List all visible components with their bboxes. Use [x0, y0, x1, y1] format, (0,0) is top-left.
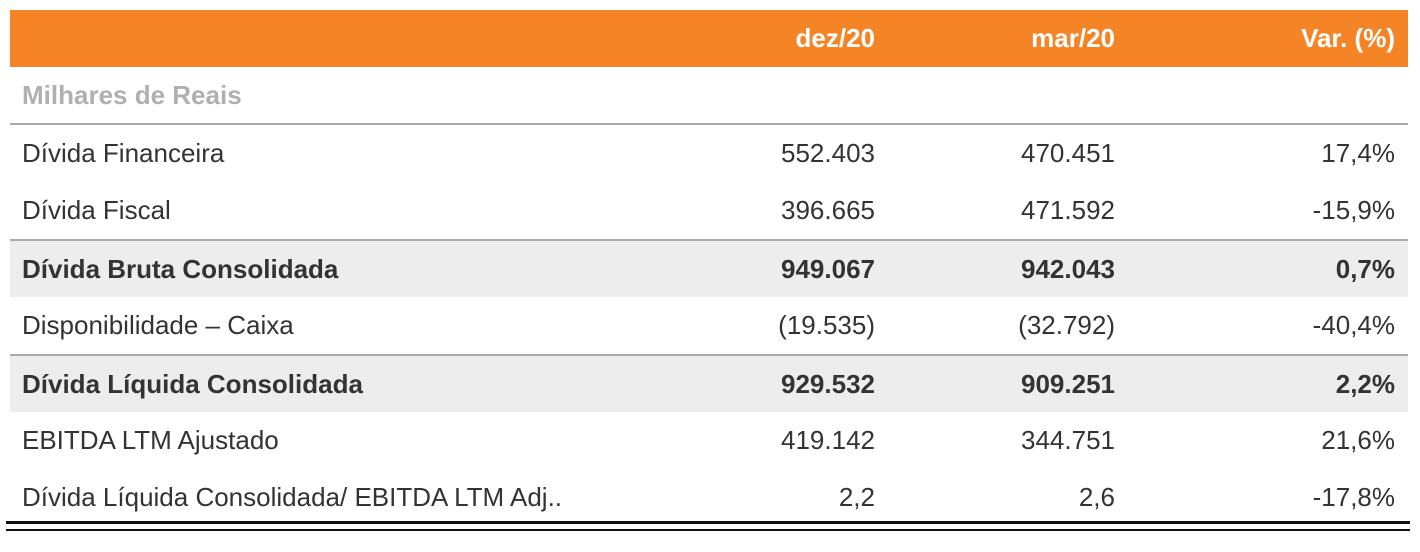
row-label: Dívida Líquida Consolidada/ EBITDA LTM A…: [22, 482, 563, 512]
unit-label: Milhares de Reais: [22, 79, 242, 110]
row-label: Disponibilidade – Caixa: [22, 310, 294, 340]
row-label: Dívida Bruta Consolidada: [22, 253, 339, 284]
cell-value: 344.751: [1021, 425, 1115, 455]
cell-value: (32.792): [1018, 310, 1115, 340]
cell-value: 552.403: [781, 138, 875, 168]
header-cell: dez/20: [795, 23, 876, 53]
table-row: Disponibilidade – Caixa (19.535) (32.792) -…: [10, 297, 1408, 354]
row-label: Dívida Financeira: [22, 138, 225, 168]
row-label: Dívida Fiscal: [22, 195, 171, 225]
table-row: Dívida Líquida Consolidada/ EBITDA LTM A…: [10, 469, 1408, 526]
cell-value: 929.532: [781, 368, 875, 399]
cell-value: 909.251: [1021, 368, 1115, 399]
row-label: EBITDA LTM Ajustado: [22, 425, 279, 455]
cell-value: 949.067: [781, 253, 875, 284]
cell-value: 2,2: [838, 482, 875, 512]
cell-value: 419.142: [781, 425, 875, 455]
debt-table: dez/20 mar/20 Var. (%) Milhares de Reais…: [10, 10, 1408, 526]
table-row: Dívida Fiscal 396.665 471.592 -15,9%: [10, 182, 1408, 239]
cell-value: (19.535): [778, 310, 875, 340]
bottom-rule: [6, 521, 1410, 531]
cell-value: 2,2%: [1335, 368, 1395, 399]
cell-value: -40,4%: [1312, 310, 1395, 340]
cell-value: 396.665: [781, 195, 875, 225]
header-cell: Var. (%): [1301, 23, 1395, 53]
row-label: Dívida Líquida Consolidada: [22, 368, 363, 399]
table-row: Dívida Bruta Consolidada 949.067 942.043 0,…: [10, 239, 1408, 297]
header-cell: mar/20: [1031, 23, 1115, 53]
cell-value: -17,8%: [1312, 482, 1395, 512]
unit-row: Milhares de Reais: [10, 67, 1408, 125]
cell-value: -15,9%: [1312, 195, 1395, 225]
table-row: Dívida Financeira 552.403 470.451 17,4%: [10, 125, 1408, 182]
cell-value: 17,4%: [1321, 138, 1395, 168]
cell-value: 0,7%: [1335, 253, 1395, 284]
cell-value: 21,6%: [1321, 425, 1395, 455]
cell-value: 470.451: [1021, 138, 1115, 168]
cell-value: 471.592: [1021, 195, 1115, 225]
header-row: dez/20 mar/20 Var. (%): [10, 10, 1408, 67]
cell-value: 2,6: [1078, 482, 1115, 512]
table-row: EBITDA LTM Ajustado 419.142 344.751 21,6%: [10, 412, 1408, 469]
cell-value: 942.043: [1021, 253, 1115, 284]
table-row: Dívida Líquida Consolidada 929.532 909.251…: [10, 354, 1408, 412]
